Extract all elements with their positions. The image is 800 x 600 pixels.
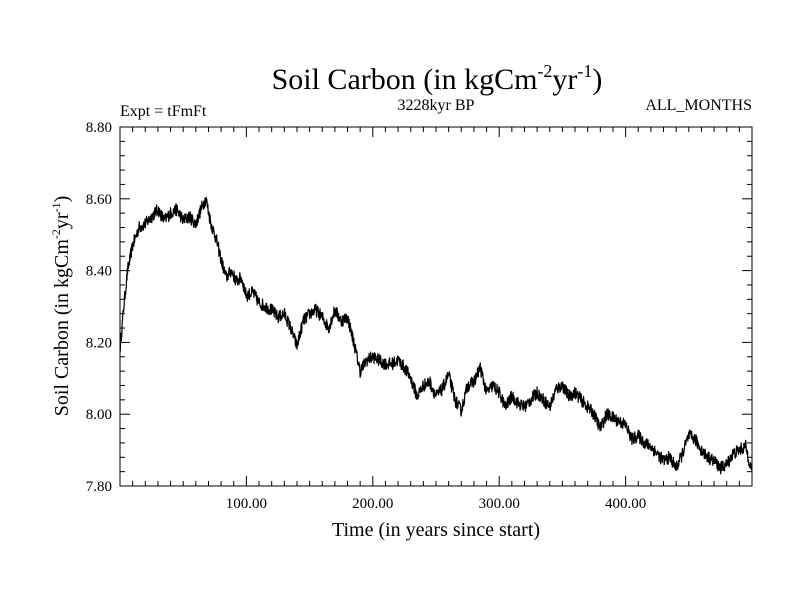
y-tick-label: 8.60 xyxy=(86,192,112,208)
plot-frame xyxy=(119,126,753,487)
y-tick-labels: 7.80 8.00 8.20 8.40 8.60 8.80 xyxy=(86,120,112,495)
y-tick-label: 8.80 xyxy=(86,120,112,136)
y-axis-title-exp2: -1 xyxy=(49,202,63,212)
x-major-ticks xyxy=(245,127,627,486)
y-tick-label: 7.80 xyxy=(86,479,112,495)
y-tick-label: 8.00 xyxy=(86,407,112,423)
x-tick-label: 200.00 xyxy=(352,496,393,512)
chart-title-mid: yr xyxy=(552,63,577,96)
chart-title-exp2: -1 xyxy=(577,61,592,81)
y-axis-title: Soil Carbon (in kgCm-2yr-1) xyxy=(49,196,73,417)
chart-title-suffix: ) xyxy=(592,63,602,96)
chart-title: Soil Carbon (in kgCm-2yr-1) xyxy=(272,61,603,96)
y-axis-title-suffix: ) xyxy=(51,196,73,203)
x-tick-labels: 100.00 200.00 300.00 400.00 xyxy=(226,496,646,512)
x-tick-label: 100.00 xyxy=(226,496,267,512)
period-label: 3228kyr BP xyxy=(398,97,475,114)
y-minor-ticks xyxy=(120,140,752,473)
y-major-ticks xyxy=(120,126,752,487)
x-axis-title: Time (in years since start) xyxy=(332,519,540,541)
x-tick-label: 300.00 xyxy=(479,496,520,512)
y-axis-title-prefix: Soil Carbon (in kgCm xyxy=(51,239,73,417)
experiment-label: Expt = tFmFt xyxy=(120,103,207,120)
months-label: ALL_MONTHS xyxy=(645,97,752,114)
y-axis-title-exp1: -2 xyxy=(49,229,63,239)
y-tick-label: 8.40 xyxy=(86,264,112,280)
chart-title-exp1: -2 xyxy=(537,61,552,81)
y-axis-title-mid: yr xyxy=(51,212,73,229)
y-tick-label: 8.20 xyxy=(86,335,112,351)
x-minor-ticks xyxy=(132,127,740,486)
x-tick-label: 400.00 xyxy=(605,496,646,512)
soil-carbon-series-line xyxy=(119,196,753,475)
chart-title-prefix: Soil Carbon (in kgCm xyxy=(272,63,538,96)
